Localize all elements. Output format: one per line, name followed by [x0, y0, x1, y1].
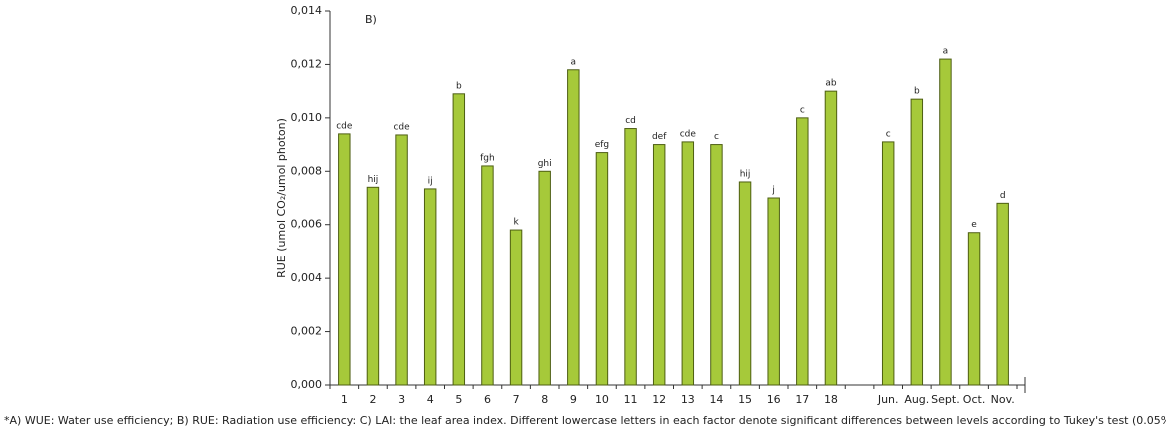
y-tick-label: 0,008	[291, 164, 323, 177]
x-tick-label: 17	[795, 393, 809, 406]
bar	[939, 58, 952, 386]
significance-letter: cde	[680, 129, 697, 139]
significance-letter: j	[771, 186, 775, 196]
y-tick-label: 0,002	[291, 325, 323, 338]
significance-letter: hij	[740, 169, 751, 179]
bar	[366, 186, 380, 386]
x-tick-label: 16	[767, 393, 781, 406]
significance-letter: cde	[336, 121, 353, 131]
y-tick-label: 0,012	[291, 57, 323, 70]
x-tick-label: 5	[455, 393, 462, 406]
x-tick-label: 2	[369, 393, 376, 406]
x-tick-label: 7	[513, 393, 520, 406]
significance-letter: c	[714, 132, 719, 142]
bar	[881, 141, 895, 386]
bar	[681, 141, 695, 386]
significance-letter: a	[571, 57, 577, 67]
bar	[395, 134, 408, 386]
x-tick-label: 1	[341, 393, 348, 406]
y-tick-label: 0,010	[291, 111, 323, 124]
significance-letter: e	[971, 220, 977, 230]
significance-letter: cde	[393, 122, 410, 132]
y-tick-label: 0,006	[291, 218, 323, 231]
x-tick-label: Oct.	[963, 393, 986, 406]
x-tick-label: 18	[824, 393, 838, 406]
significance-letter: d	[1000, 191, 1006, 201]
x-tick-label: 4	[427, 393, 434, 406]
significance-letter: a	[943, 47, 949, 57]
y-axis-label: RUE (umol CO₂/umol photon)	[275, 118, 288, 278]
x-tick-label: 10	[595, 393, 609, 406]
significance-letter: efg	[595, 140, 609, 150]
significance-letter: def	[652, 132, 667, 142]
x-tick-label: 12	[652, 393, 666, 406]
y-tick-label: 0,014	[291, 4, 323, 17]
x-tick-label: 11	[624, 393, 638, 406]
y-tick-label: 0,004	[291, 271, 323, 284]
bar	[910, 98, 924, 386]
significance-letter: b	[914, 87, 920, 97]
x-tick-label: 6	[484, 393, 491, 406]
bar	[481, 165, 494, 386]
bar	[567, 69, 580, 386]
panel-label: B)	[365, 13, 377, 26]
y-tick-label: 0,000	[291, 378, 323, 391]
bar	[595, 152, 609, 386]
footnote: *A) WUE: Water use efficiency; B) RUE: R…	[4, 414, 1166, 427]
significance-letter: b	[456, 81, 462, 91]
x-tick-label: Jun.	[877, 393, 899, 406]
x-tick-label: Sept.	[931, 393, 960, 406]
significance-letter: fgh	[480, 153, 495, 163]
significance-letter: c	[886, 129, 891, 139]
x-tick-label: 3	[398, 393, 405, 406]
x-tick-label: 13	[681, 393, 695, 406]
bar	[767, 197, 780, 386]
significance-letter: k	[513, 218, 519, 228]
x-tick-label: Nov.	[991, 393, 1015, 406]
bar	[624, 128, 637, 386]
significance-letter: hij	[368, 175, 379, 185]
bar	[538, 170, 551, 386]
significance-letter: ghi	[538, 159, 552, 169]
bar	[996, 202, 1009, 386]
x-tick-label: 8	[541, 393, 548, 406]
bar	[452, 93, 466, 386]
bar	[509, 229, 523, 386]
significance-letter: c	[800, 105, 805, 115]
significance-letter: cd	[625, 116, 636, 126]
bar	[423, 188, 437, 386]
bar	[652, 144, 666, 386]
bar	[338, 133, 351, 386]
x-tick-label: 15	[738, 393, 752, 406]
bar	[796, 117, 809, 386]
x-tick-label: 14	[709, 393, 723, 406]
bar	[967, 232, 981, 386]
bar	[738, 181, 752, 386]
significance-letter: ab	[825, 79, 837, 89]
bar	[824, 90, 838, 386]
x-tick-label: 9	[570, 393, 577, 406]
x-tick-label: Aug.	[904, 393, 929, 406]
bar	[710, 144, 723, 386]
significance-letter: ij	[428, 176, 433, 186]
